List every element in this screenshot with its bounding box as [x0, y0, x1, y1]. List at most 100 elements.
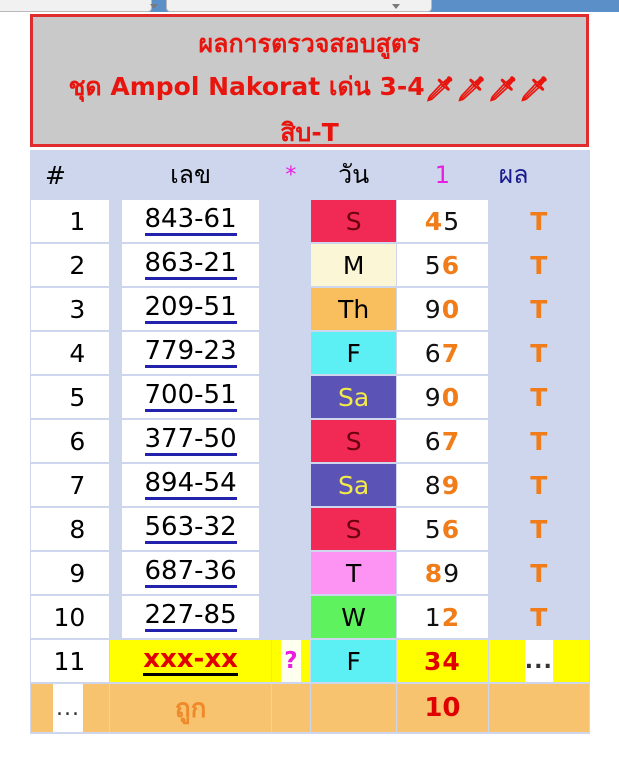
row-digit-second: 0 — [441, 382, 461, 412]
row-digit-second: 7 — [441, 426, 461, 456]
row-result-cell: T — [488, 464, 589, 506]
row-number-box: 687-36 — [122, 552, 259, 594]
pending-result-dots: ... — [525, 640, 553, 682]
row-digit-first: 5 — [424, 514, 442, 544]
chevron-down-icon[interactable] — [150, 4, 158, 9]
row-number-box: 227-85 — [122, 596, 259, 638]
table-row: 8 563-32 S 56 T — [31, 508, 589, 550]
row-index: 7 — [31, 464, 110, 506]
row-number-cell[interactable]: 563-32 — [110, 508, 271, 550]
row-index: 2 — [31, 244, 110, 286]
table-row: 10 227-85 W 12 T — [31, 596, 589, 638]
browser-tab-strip — [0, 0, 619, 12]
row-digits-cell: 90 — [397, 288, 488, 330]
row-day-cell: Sa — [310, 376, 397, 418]
browser-tab-1[interactable] — [0, 0, 152, 12]
row-digits-cell: 67 — [397, 332, 488, 374]
banner-line-3: สิบ-T — [280, 118, 339, 147]
row-number-text: 779-23 — [144, 336, 237, 368]
footer-day-cell — [310, 684, 397, 732]
table-row: 4 779-23 F 67 T — [31, 332, 589, 374]
row-day-cell: M — [310, 244, 397, 286]
row-star-cell — [271, 508, 310, 550]
pending-digits-cell: 34 — [397, 640, 488, 682]
row-number-box: 377-50 — [122, 420, 259, 462]
header-number: เลข — [110, 152, 271, 198]
row-number-box: 843-61 — [122, 200, 259, 242]
row-day-cell: Sa — [310, 464, 397, 506]
row-index: 10 — [31, 596, 110, 638]
row-number-text: 687-36 — [144, 556, 237, 588]
row-number-text: 894-54 — [144, 468, 237, 500]
row-number-cell[interactable]: 843-61 — [110, 200, 271, 242]
row-number-cell[interactable]: 779-23 — [110, 332, 271, 374]
row-index: 3 — [31, 288, 110, 330]
table-row: 3 209-51 Th 90 T — [31, 288, 589, 330]
row-star-cell — [271, 200, 310, 242]
row-star-cell — [271, 376, 310, 418]
row-number-text: 563-32 — [144, 512, 237, 544]
banner-line-1: ผลการตรวจสอบสูตร — [198, 29, 421, 58]
row-digit-first: 4 — [424, 206, 444, 236]
row-number-box: 894-54 — [122, 464, 259, 506]
footer-star-cell — [271, 684, 310, 732]
row-result-cell: T — [488, 288, 589, 330]
row-number-cell[interactable]: 209-51 — [110, 288, 271, 330]
row-index: 8 — [31, 508, 110, 550]
pending-number-cell[interactable]: xxx-xx — [110, 640, 271, 682]
results-table: # เลข * วัน 1 ผล 1 843-61 S 45 T 2 863-21 M 56 T 3… — [30, 150, 590, 734]
row-index: 9 — [31, 552, 110, 594]
row-result-cell: T — [488, 244, 589, 286]
table-row: 6 377-50 S 67 T — [31, 420, 589, 462]
row-number-cell[interactable]: 894-54 — [110, 464, 271, 506]
row-digit-first: 8 — [424, 558, 444, 588]
row-number-cell[interactable]: 687-36 — [110, 552, 271, 594]
row-digit-first: 9 — [424, 382, 442, 412]
row-day-cell: S — [310, 508, 397, 550]
table-header-row: # เลข * วัน 1 ผล — [31, 152, 589, 198]
row-index: 4 — [31, 332, 110, 374]
header-star: * — [271, 152, 310, 198]
row-star-cell — [271, 288, 310, 330]
row-day-cell: T — [310, 552, 397, 594]
row-digit-first: 9 — [424, 294, 442, 324]
table-row: 1 843-61 S 45 T — [31, 200, 589, 242]
row-digit-second: 6 — [441, 250, 461, 280]
row-day-cell: W — [310, 596, 397, 638]
row-star-cell — [271, 552, 310, 594]
header-result: ผล — [488, 152, 589, 198]
row-result-cell: T — [488, 376, 589, 418]
row-star-cell — [271, 464, 310, 506]
row-star-cell — [271, 596, 310, 638]
row-number-cell[interactable]: 863-21 — [110, 244, 271, 286]
row-number-box: 209-51 — [122, 288, 259, 330]
banner-line-2-text: ชุด Ampol Nakorat เด่น 3-4 — [68, 72, 425, 101]
footer-index-cell: ... — [31, 684, 110, 732]
row-number-cell[interactable]: 377-50 — [110, 420, 271, 462]
row-digit-first: 6 — [424, 426, 442, 456]
row-result-cell: T — [488, 332, 589, 374]
row-number-cell[interactable]: 700-51 — [110, 376, 271, 418]
pending-index: 11 — [31, 640, 110, 682]
row-number-text: 227-85 — [144, 600, 237, 632]
chevron-down-icon-2[interactable] — [392, 4, 400, 9]
browser-tab-2[interactable] — [166, 0, 432, 12]
header-index: # — [31, 152, 110, 198]
header-digits: 1 — [397, 152, 488, 198]
banner-line-2: ชุด Ampol Nakorat เด่น 3-4🗡🗡🗡🗡 — [33, 65, 586, 111]
row-number-cell[interactable]: 227-85 — [110, 596, 271, 638]
row-result-cell: T — [488, 596, 589, 638]
table-row: 9 687-36 T 89 T — [31, 552, 589, 594]
row-digit-second: 9 — [441, 470, 461, 500]
row-digits-cell: 45 — [397, 200, 488, 242]
row-digit-first: 5 — [424, 250, 442, 280]
row-index: 1 — [31, 200, 110, 242]
row-digits-cell: 12 — [397, 596, 488, 638]
footer-count: 10 — [397, 684, 488, 732]
row-star-cell — [271, 244, 310, 286]
row-number-text: 863-21 — [144, 248, 237, 280]
question-mark-icon: ? — [280, 640, 301, 682]
row-result-cell: T — [488, 420, 589, 462]
row-number-box: 700-51 — [122, 376, 259, 418]
row-digit-second: 5 — [443, 206, 461, 236]
